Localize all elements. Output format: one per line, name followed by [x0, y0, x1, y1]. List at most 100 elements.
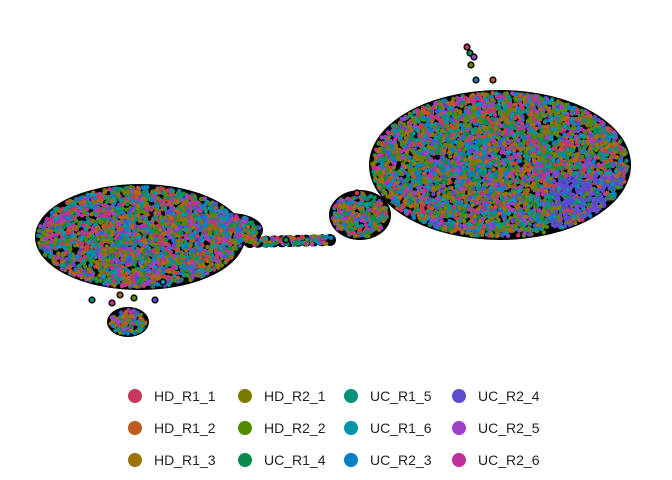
data-point	[79, 213, 85, 218]
data-point	[101, 203, 107, 208]
data-point	[172, 253, 177, 258]
data-point	[130, 194, 136, 199]
data-point	[200, 273, 205, 278]
data-point	[108, 249, 114, 254]
data-point	[103, 252, 108, 257]
data-point	[184, 232, 189, 238]
data-point	[138, 241, 143, 247]
data-point	[120, 202, 125, 207]
data-point	[181, 191, 186, 196]
data-point	[155, 270, 160, 275]
data-point	[189, 254, 194, 260]
data-point	[82, 209, 87, 214]
data-point	[168, 235, 173, 240]
data-point	[143, 256, 149, 261]
data-point	[215, 263, 221, 268]
data-point	[205, 244, 210, 250]
data-point	[172, 278, 178, 283]
data-point	[195, 255, 200, 260]
data-point	[164, 246, 169, 251]
data-point	[89, 236, 94, 241]
data-point	[62, 251, 68, 257]
data-point	[181, 212, 186, 217]
data-point	[121, 257, 126, 262]
data-point	[157, 227, 163, 233]
data-point	[141, 190, 146, 195]
data-point	[97, 254, 103, 259]
data-point	[166, 196, 171, 201]
data-point	[81, 231, 86, 236]
data-point	[219, 263, 225, 268]
data-point	[142, 232, 147, 237]
data-point	[48, 234, 54, 239]
data-point	[175, 193, 180, 199]
data-point	[192, 213, 198, 219]
data-point	[145, 266, 151, 272]
data-point	[113, 245, 118, 251]
data-point	[152, 256, 157, 261]
data-point	[136, 186, 142, 191]
data-point	[184, 198, 189, 204]
data-point	[116, 267, 121, 272]
data-point	[178, 224, 183, 230]
data-point	[117, 273, 122, 278]
data-point	[202, 215, 208, 220]
data-point	[153, 225, 158, 230]
data-point	[148, 233, 153, 238]
data-point	[107, 187, 113, 192]
data-point	[175, 243, 181, 248]
data-point	[99, 220, 104, 225]
data-point	[122, 245, 127, 250]
data-point	[169, 188, 175, 193]
data-point	[170, 198, 175, 203]
data-point	[161, 231, 166, 237]
data-point	[177, 218, 183, 223]
data-point	[68, 252, 73, 257]
data-point	[227, 245, 233, 251]
data-point	[53, 237, 58, 242]
data-point	[82, 268, 87, 274]
data-point	[224, 258, 229, 264]
data-point	[200, 205, 205, 210]
data-point	[78, 196, 83, 201]
data-point	[81, 200, 86, 205]
data-point	[154, 201, 160, 206]
data-point	[132, 262, 137, 267]
data-point	[89, 212, 94, 217]
data-point	[198, 246, 203, 251]
data-point	[152, 233, 157, 239]
data-point	[184, 254, 189, 259]
data-point	[59, 216, 64, 222]
data-point	[133, 274, 139, 279]
data-point	[232, 245, 238, 250]
data-point	[115, 194, 121, 199]
data-point	[91, 243, 96, 248]
data-point	[226, 250, 232, 255]
data-point	[188, 277, 193, 283]
data-point	[139, 202, 145, 207]
data-point	[71, 233, 77, 239]
data-point	[170, 222, 175, 227]
data-point	[53, 260, 59, 265]
data-point	[167, 275, 172, 280]
data-point	[149, 241, 155, 247]
data-point	[128, 185, 133, 190]
data-point	[65, 238, 71, 244]
data-point	[139, 272, 144, 277]
data-point	[104, 233, 109, 238]
data-point	[197, 237, 202, 242]
data-point	[74, 254, 80, 260]
data-point	[194, 205, 199, 210]
data-point	[177, 204, 182, 210]
data-point	[102, 212, 108, 217]
data-point	[92, 192, 97, 198]
data-point	[177, 260, 182, 265]
data-point	[128, 247, 134, 252]
data-point	[36, 228, 42, 233]
data-point	[134, 284, 139, 289]
data-point	[208, 248, 213, 254]
data-point	[135, 248, 140, 253]
data-point	[111, 211, 116, 216]
data-point	[124, 232, 129, 238]
data-point	[110, 253, 116, 258]
